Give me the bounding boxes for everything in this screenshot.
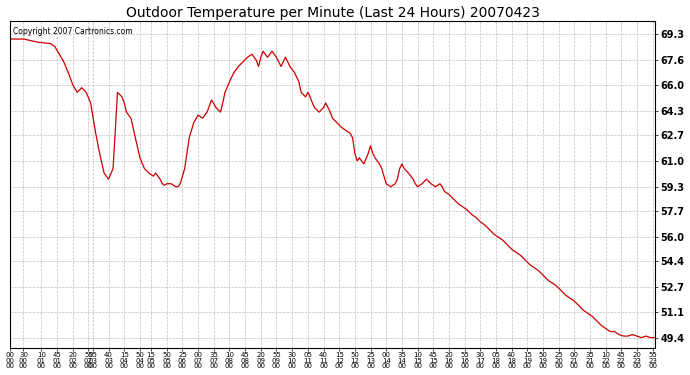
Text: Copyright 2007 Cartronics.com: Copyright 2007 Cartronics.com bbox=[13, 27, 133, 36]
Title: Outdoor Temperature per Minute (Last 24 Hours) 20070423: Outdoor Temperature per Minute (Last 24 … bbox=[126, 6, 540, 20]
